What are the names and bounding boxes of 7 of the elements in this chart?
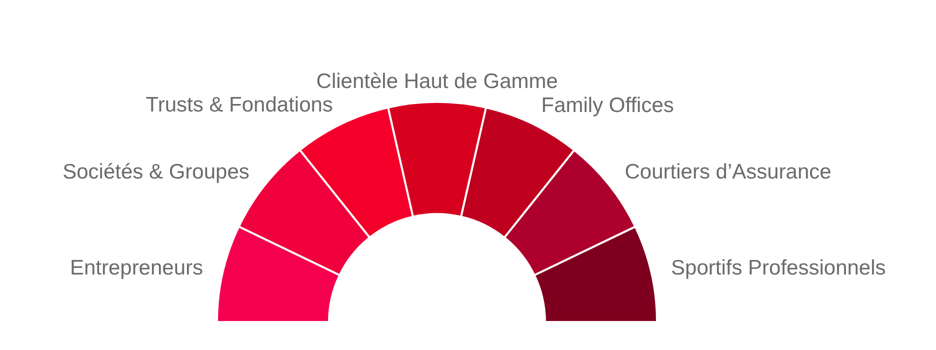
slice-label: Sociétés & Groupes: [62, 160, 250, 184]
slice-label: Courtiers d’Assurance: [624, 160, 832, 184]
slice-label: Trusts & Fondations: [146, 94, 333, 117]
slice-label: Sportifs Professionnels: [671, 256, 886, 280]
slice-label: Family Offices: [541, 94, 674, 117]
slice-label: Entrepreneurs: [70, 256, 204, 280]
slice-label: Clientèle Haut de Gamme: [316, 70, 558, 93]
